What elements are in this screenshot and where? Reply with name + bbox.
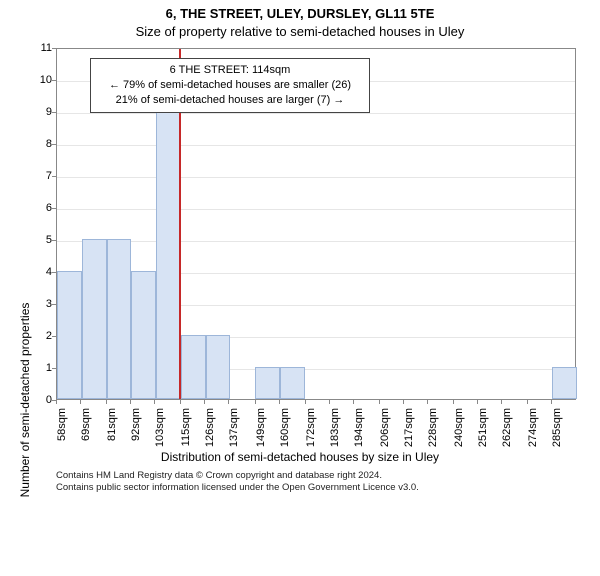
footer-line-2: Contains public sector information licen… — [56, 482, 576, 494]
annotation-line3: 21% of semi-detached houses are larger (… — [99, 93, 361, 108]
x-tick-label: 194sqm — [353, 408, 365, 458]
x-tick-label: 115sqm — [180, 408, 192, 458]
y-tick-mark — [52, 272, 56, 273]
y-tick-label: 2 — [22, 330, 52, 342]
x-tick-label: 69sqm — [80, 408, 92, 458]
x-tick-label: 183sqm — [329, 408, 341, 458]
y-tick-label: 9 — [22, 106, 52, 118]
x-tick-mark — [130, 400, 131, 404]
x-tick-label: 206sqm — [379, 408, 391, 458]
gridline — [57, 241, 575, 242]
y-tick-mark — [52, 368, 56, 369]
chart-title-address: 6, THE STREET, ULEY, DURSLEY, GL11 5TE — [0, 6, 600, 21]
x-tick-mark — [527, 400, 528, 404]
histogram-bar — [156, 79, 181, 399]
y-tick-mark — [52, 336, 56, 337]
x-tick-mark — [180, 400, 181, 404]
y-tick-mark — [52, 208, 56, 209]
y-tick-label: 4 — [22, 266, 52, 278]
x-tick-label: 160sqm — [279, 408, 291, 458]
x-tick-label: 81sqm — [106, 408, 118, 458]
y-tick-mark — [52, 112, 56, 113]
x-tick-mark — [353, 400, 354, 404]
histogram-bar — [107, 239, 132, 399]
y-tick-label: 0 — [22, 394, 52, 406]
y-tick-mark — [52, 304, 56, 305]
x-tick-mark — [305, 400, 306, 404]
x-tick-label: 172sqm — [305, 408, 317, 458]
x-tick-mark — [154, 400, 155, 404]
histogram-bar — [181, 335, 206, 399]
x-tick-mark — [279, 400, 280, 404]
chart-subtitle: Size of property relative to semi-detach… — [0, 24, 600, 39]
y-tick-label: 8 — [22, 138, 52, 150]
histogram-bar — [131, 271, 156, 399]
histogram-bar — [206, 335, 231, 399]
x-tick-mark — [204, 400, 205, 404]
x-tick-label: 251sqm — [477, 408, 489, 458]
histogram-bar — [57, 271, 82, 399]
x-tick-label: 285sqm — [551, 408, 563, 458]
gridline — [57, 177, 575, 178]
y-tick-mark — [52, 144, 56, 145]
histogram-bar — [552, 367, 577, 399]
footer-line-1: Contains HM Land Registry data © Crown c… — [56, 470, 576, 482]
x-tick-label: 103sqm — [154, 408, 166, 458]
x-tick-mark — [501, 400, 502, 404]
x-tick-label: 274sqm — [527, 408, 539, 458]
y-tick-label: 3 — [22, 298, 52, 310]
x-tick-label: 262sqm — [501, 408, 513, 458]
y-tick-mark — [52, 48, 56, 49]
y-tick-label: 11 — [22, 42, 52, 54]
y-tick-mark — [52, 240, 56, 241]
x-tick-mark — [228, 400, 229, 404]
x-tick-mark — [551, 400, 552, 404]
x-tick-mark — [453, 400, 454, 404]
x-tick-label: 149sqm — [255, 408, 267, 458]
x-tick-label: 228sqm — [427, 408, 439, 458]
y-tick-label: 7 — [22, 170, 52, 182]
gridline — [57, 113, 575, 114]
x-tick-mark — [56, 400, 57, 404]
y-tick-label: 6 — [22, 202, 52, 214]
x-tick-label: 137sqm — [228, 408, 240, 458]
y-tick-mark — [52, 176, 56, 177]
x-tick-mark — [379, 400, 380, 404]
y-tick-label: 5 — [22, 234, 52, 246]
x-tick-mark — [403, 400, 404, 404]
annotation-line2: ← 79% of semi-detached houses are smalle… — [99, 78, 361, 93]
x-tick-label: 58sqm — [56, 408, 68, 458]
x-tick-label: 217sqm — [403, 408, 415, 458]
x-tick-mark — [106, 400, 107, 404]
x-tick-mark — [427, 400, 428, 404]
x-tick-label: 240sqm — [453, 408, 465, 458]
gridline — [57, 145, 575, 146]
y-tick-label: 10 — [22, 74, 52, 86]
x-tick-mark — [477, 400, 478, 404]
y-tick-label: 1 — [22, 362, 52, 374]
x-tick-label: 92sqm — [130, 408, 142, 458]
histogram-bar — [280, 367, 305, 399]
x-tick-mark — [255, 400, 256, 404]
gridline — [57, 209, 575, 210]
annotation-box: 6 THE STREET: 114sqm← 79% of semi-detach… — [90, 58, 370, 113]
attribution-footer: Contains HM Land Registry data © Crown c… — [56, 470, 576, 494]
y-tick-mark — [52, 80, 56, 81]
histogram-bar — [82, 239, 107, 399]
x-tick-label: 126sqm — [204, 408, 216, 458]
x-tick-mark — [80, 400, 81, 404]
x-tick-mark — [329, 400, 330, 404]
histogram-bar — [255, 367, 280, 399]
annotation-line1: 6 THE STREET: 114sqm — [99, 63, 361, 78]
